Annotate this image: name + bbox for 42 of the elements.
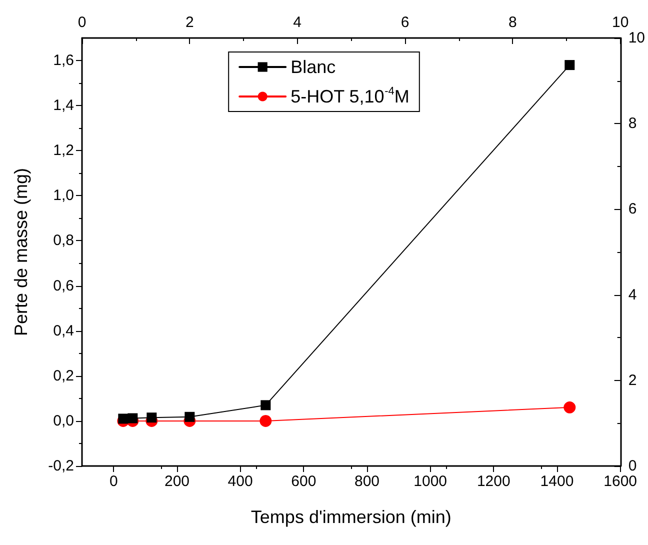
y2-tick-label: 2 [628,372,637,389]
point [118,414,128,424]
x-tick-label: 400 [228,473,253,490]
x-tick-label: 1600 [604,473,638,490]
y-tick-label: 1,2 [53,142,74,160]
y2-tick-label: 6 [628,200,637,218]
y-tick-label: 0,6 [53,277,74,294]
point [128,413,138,424]
x2-tick-label: 4 [293,14,302,31]
x-tick-label: 1200 [476,473,510,490]
y-tick-label: 0,0 [53,412,74,430]
x2-tick-label: 6 [400,14,410,31]
y-tick-label: 0,8 [53,232,74,250]
y-axis-title: Perte de masse (mg) [11,168,31,336]
point [564,60,575,70]
x-tick-label: 1400 [540,473,574,490]
y-tick-label: 0,4 [53,322,74,340]
x2-tick-label: 0 [78,14,86,31]
x-tick-label: 0 [109,473,118,490]
point [260,400,271,410]
x2-tick-label: 2 [185,14,194,31]
x-tick-label: 600 [291,473,316,490]
y-tick-label: 1,6 [53,52,74,70]
y2-tick-label: 0 [628,458,637,474]
point [146,412,157,423]
y2-tick-label: 10 [628,30,646,46]
x2-tick-label: 10 [612,14,629,31]
point [184,412,195,422]
x-tick-label: 800 [354,473,380,490]
y-tick-label: -0,2 [48,458,74,474]
legend-label: Blanc [290,57,336,77]
point [564,401,576,414]
y2-tick-label: 4 [628,286,637,304]
y-tick-label: 0,2 [53,367,74,384]
y2-tick-label: 8 [628,115,637,132]
x-axis-title: Temps d'immersion (min) [250,507,452,527]
x-tick-label: 200 [164,473,190,490]
point [260,414,272,427]
y-tick-label: 1,4 [53,97,74,114]
y-tick-label: 1,0 [53,187,74,204]
x-tick-label: 1000 [414,473,448,490]
x2-tick-label: 8 [508,14,517,31]
